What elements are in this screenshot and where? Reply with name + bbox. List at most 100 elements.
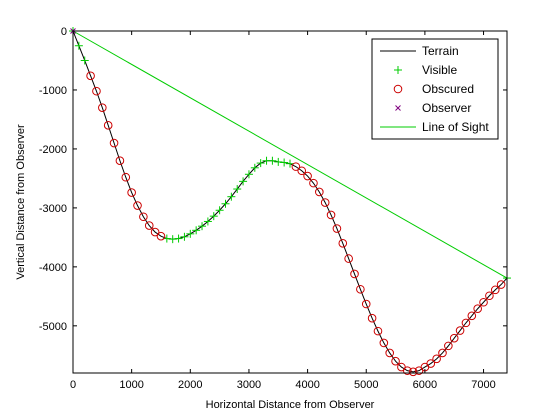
y-tick-label: -5000: [39, 321, 67, 333]
obscured-point: [320, 198, 330, 207]
y-tick-label: 0: [61, 26, 67, 38]
x-tick-label: 1000: [119, 379, 143, 391]
x-tick-label: 0: [70, 379, 76, 391]
obscured-point: [367, 313, 377, 323]
legend-box: [371, 38, 499, 140]
obscured-point: [479, 297, 488, 307]
obscured-point: [115, 156, 125, 166]
obscured-point: [344, 254, 353, 263]
visible-point: [256, 159, 265, 168]
obscured-point: [473, 304, 482, 314]
legend-swatch-obscured: [393, 84, 403, 94]
obscured-point: [109, 138, 119, 148]
visible-point: [174, 234, 183, 243]
obscured-point: [297, 166, 307, 176]
obscured-point: [315, 187, 324, 197]
obscured-point: [467, 311, 477, 321]
obscured-point: [127, 188, 136, 197]
legend-label-observer: Observer: [422, 101, 471, 115]
obscured-point: [121, 172, 131, 182]
plot-frame: [72, 30, 508, 374]
obscured-point: [461, 318, 471, 328]
obscured-point: [133, 201, 142, 210]
obscured-point: [139, 212, 148, 222]
obscured-point: [86, 71, 95, 81]
obscured-point: [326, 210, 336, 220]
visible-point: [186, 229, 195, 238]
visible-point: [168, 235, 177, 244]
obscured-point: [432, 354, 441, 364]
visible-point: [215, 206, 224, 215]
visible-point: [192, 226, 201, 235]
visible-point: [80, 56, 89, 65]
visible-point: [209, 212, 218, 221]
obscured-point: [361, 299, 371, 309]
visible-point: [286, 159, 294, 168]
obscured-point: [309, 178, 318, 188]
line-of-sight-line: [72, 30, 508, 279]
obscured-point: [438, 348, 447, 358]
obscured-markers: [86, 71, 506, 377]
obscured-point: [356, 284, 365, 294]
x-tick-label: 2000: [178, 379, 202, 391]
legend-label-obscured: Obscured: [422, 82, 474, 96]
legend-label-terrain: Terrain: [422, 44, 459, 58]
legend-label-visible: Visible: [422, 63, 457, 77]
obscured-point: [150, 227, 160, 237]
visible-point: [74, 41, 83, 50]
y-tick-label: -4000: [39, 262, 67, 274]
visible-point: [244, 170, 253, 179]
obscured-point: [332, 224, 342, 233]
obscured-point: [98, 103, 107, 112]
obscured-point: [350, 269, 359, 279]
obscured-point: [338, 238, 348, 248]
x-tick-label: 4000: [295, 379, 319, 391]
obscured-point: [444, 341, 453, 351]
y-tick-label: -1000: [39, 85, 67, 97]
obscured-point: [455, 326, 465, 335]
obscured-point: [402, 366, 412, 375]
visible-point: [274, 157, 283, 166]
x-axis-title: Horizontal Distance from Observer: [206, 399, 375, 411]
visible-point: [227, 192, 236, 201]
legend-swatch-observer-b: [395, 105, 401, 111]
obscured-point: [426, 359, 436, 368]
obscured-point: [303, 171, 312, 181]
legend-swatch-observer: [395, 105, 401, 111]
obscured-point: [103, 121, 113, 130]
legend-label-line-of-sight: Line of Sight: [422, 120, 489, 134]
x-tick-label: 3000: [237, 379, 261, 391]
visible-point: [203, 217, 212, 226]
visible-point: [221, 199, 230, 208]
legend: Terrain Visible Obscured Observer Line of Si…: [371, 38, 499, 140]
obscured-point: [144, 221, 154, 230]
obscured-point: [391, 356, 400, 366]
x-tick-label: 7000: [471, 379, 495, 391]
obscured-point: [490, 285, 500, 295]
obscured-point: [156, 231, 166, 241]
visible-point: [250, 163, 259, 172]
y-tick-label: -3000: [39, 203, 67, 215]
series-layer: [69, 27, 511, 377]
obscured-point: [373, 326, 383, 336]
visible-point: [233, 185, 242, 194]
visible-point: [268, 156, 277, 165]
obscured-point: [485, 291, 494, 301]
visible-point: [280, 158, 289, 167]
obscured-point: [379, 338, 389, 348]
x-tick-label: 6000: [413, 379, 437, 391]
obscured-point: [92, 86, 101, 96]
visible-point: [239, 177, 248, 186]
obscured-point: [408, 367, 418, 377]
visible-point: [180, 232, 189, 241]
x-tick-label: 5000: [354, 379, 378, 391]
obscured-point: [291, 162, 301, 171]
obscured-point: [496, 280, 506, 289]
y-axis-title: Vertical Distance from Observer: [15, 124, 27, 280]
axes-layer: 0 1000 2000 3000 4000 5000 6000 7000 0 -1000 -2000…: [39, 26, 507, 391]
legend-swatch-visible: [394, 66, 402, 74]
y-tick-label: -2000: [39, 144, 67, 156]
obscured-point: [385, 348, 395, 358]
visible-point: [198, 222, 207, 231]
